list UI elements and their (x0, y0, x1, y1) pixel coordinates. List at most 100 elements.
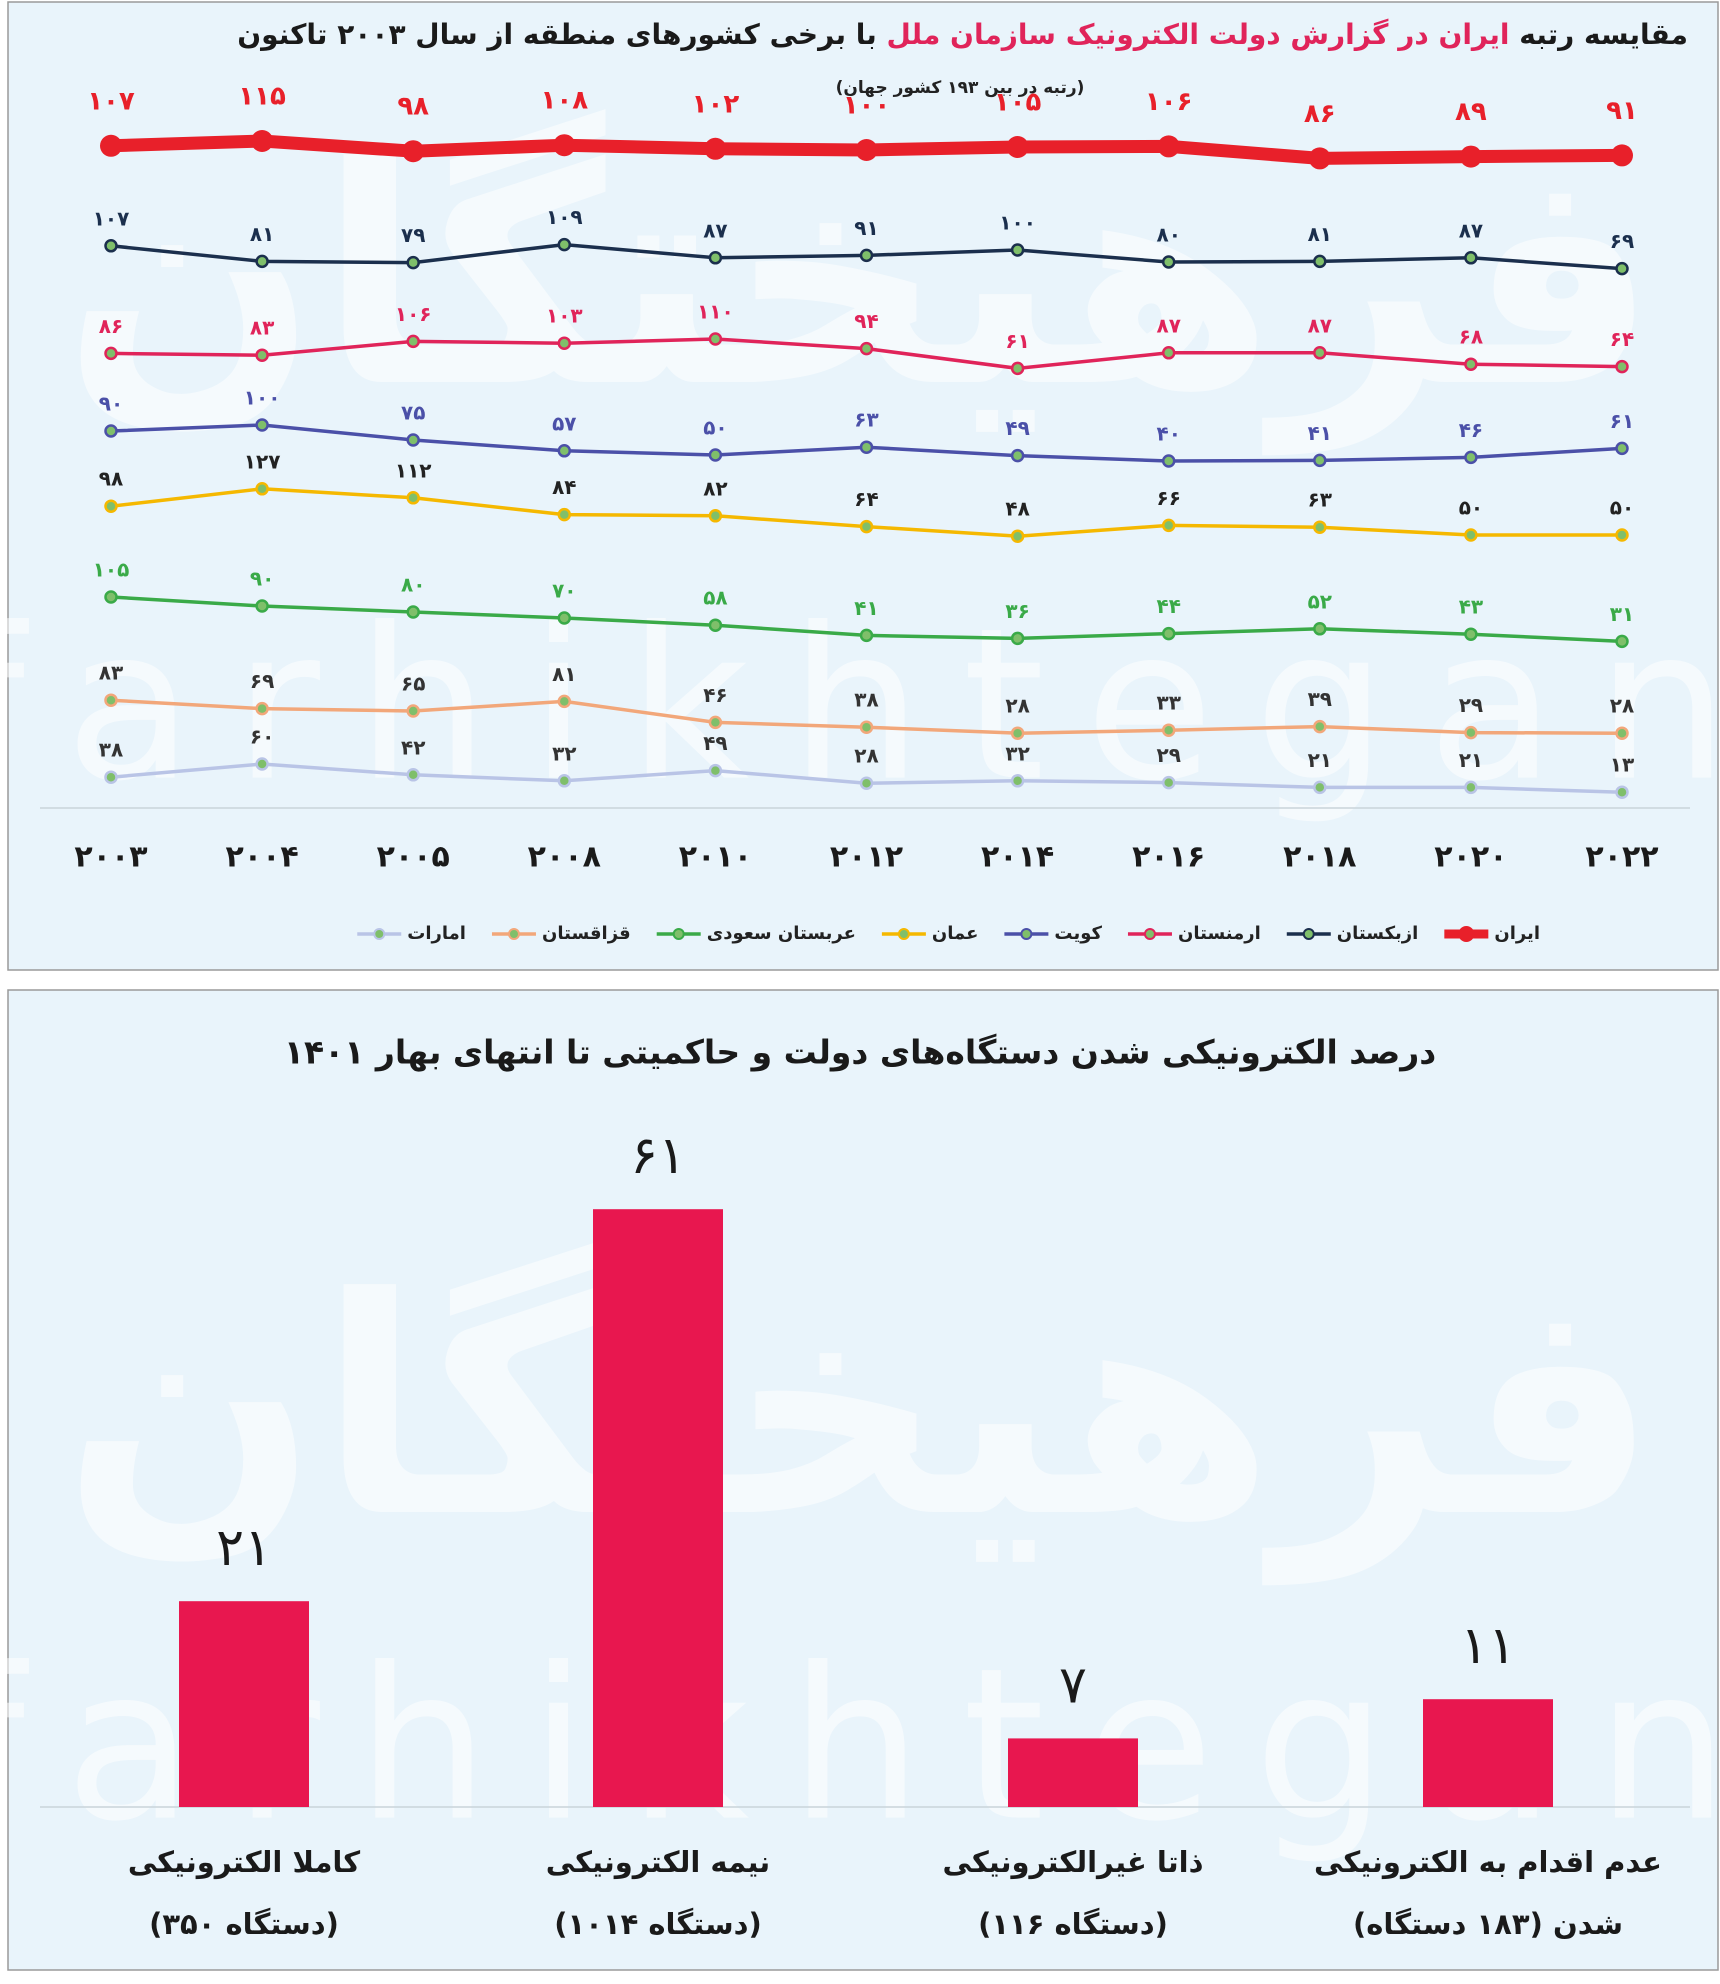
point (1010, 631, 1025, 646)
data-label: ۹۰ (99, 392, 123, 416)
data-label: ۵۲ (1308, 589, 1332, 613)
legend-label: امارات (407, 923, 466, 944)
point (859, 248, 874, 263)
point (1313, 346, 1327, 360)
point (859, 519, 874, 534)
data-label: ۸۹ (1455, 97, 1487, 127)
data-label: ۴۲ (401, 735, 425, 759)
point (1615, 359, 1629, 374)
point (1464, 357, 1478, 371)
point (406, 704, 420, 718)
data-label: ۳۸ (854, 688, 878, 712)
point (1464, 780, 1478, 795)
point (1615, 441, 1629, 456)
data-label: ۸۲ (703, 476, 727, 500)
bar (179, 1601, 309, 1807)
x-tick-label: (۳۵۰ دستگاه) (149, 1907, 339, 1941)
point (1615, 528, 1629, 542)
data-label: ۷ (1059, 1655, 1087, 1715)
data-label: ۸۳ (99, 661, 123, 685)
data-label: ۱۰۵ (93, 558, 130, 582)
data-label: ۱۰۳ (546, 304, 583, 328)
data-label: ۴۴ (1156, 594, 1180, 618)
legend-label: ازبکستان (1337, 923, 1419, 944)
data-label: ۱۱ (1460, 1616, 1516, 1676)
data-label: ۸۷ (1156, 313, 1180, 337)
x-tick-label: ۲۰۱۶ (1132, 840, 1205, 875)
data-label: ۸۴ (552, 475, 576, 499)
data-label: ۲۱ (216, 1518, 272, 1578)
legend-label: ایران (1494, 923, 1540, 944)
data-label: ۶۰ (250, 725, 274, 749)
data-label: ۲۸ (1005, 694, 1029, 718)
data-label: ۱۰۰ (999, 211, 1036, 235)
point (708, 509, 723, 523)
point (104, 693, 118, 707)
point (402, 140, 425, 163)
legend-label: کویت (1054, 923, 1102, 944)
data-label: ۹۸ (99, 467, 123, 491)
legend-label: ارمنستان (1178, 923, 1261, 944)
series: ۸۶ ۸۳ ۱۰۶ ۱۰۳ ۱۱۰ ۹۴ ۶۱ ۸۷ ۸۷ ۶۸ ۶۴ (99, 300, 1634, 376)
legend-label: قزاقستان (542, 923, 631, 944)
chart-subtitle: (رتبه در بین ۱۹۳ کشور جهان) (836, 78, 1085, 98)
point (1010, 726, 1025, 740)
point (859, 341, 874, 356)
point (557, 774, 572, 788)
legend-marker (373, 928, 386, 940)
point (1313, 520, 1327, 534)
point (859, 440, 874, 454)
x-tick-label: ذاتا غیرالکترونیکی (943, 1845, 1204, 1879)
data-label: ۱۰۷ (87, 86, 135, 116)
data-label: ۱۰۶ (1145, 87, 1193, 117)
x-tick-label: کاملا الکترونیکی (128, 1845, 360, 1879)
data-label: ۶۳ (1308, 488, 1332, 512)
data-label: ۹۰ (250, 567, 274, 591)
bar (1008, 1738, 1138, 1807)
data-label: ۶۶ (1156, 486, 1180, 510)
data-label: ۵۰ (703, 416, 727, 440)
data-label: ۳۳ (1156, 691, 1180, 715)
bar (593, 1209, 723, 1807)
point (1161, 518, 1176, 533)
point (255, 348, 269, 362)
x-tick-label: ۲۰۲۲ (1585, 840, 1658, 875)
x-tick-label: ۲۰۰۸ (528, 840, 601, 875)
point (1161, 255, 1176, 269)
x-tick-label: (۱۰۱۴ دستگاه) (554, 1907, 762, 1941)
point (1615, 785, 1629, 799)
data-label: ۶۱ (1005, 329, 1029, 353)
data-label: ۳۸ (99, 738, 123, 762)
data-label: ۵۰ (1610, 496, 1634, 520)
data-label: ۳۹ (1308, 687, 1332, 711)
title-part: مقایسه رتبه (1519, 18, 1688, 51)
point (104, 424, 118, 438)
point (553, 134, 576, 157)
x-tick-label: نیمه الکترونیکی (546, 1845, 770, 1879)
data-label: ۳۱ (1610, 602, 1634, 626)
data-label: ۱۳ (1610, 753, 1634, 777)
data-label: ۶۳ (854, 408, 878, 432)
x-tick-label: ۲۰۰۵ (377, 840, 450, 875)
series: ۹۸ ۱۲۷ ۱۱۲ ۸۴ ۸۲ ۶۴ ۴۸ ۶۶ ۶۳ ۵۰ ۵۰ (99, 449, 1634, 543)
legend-marker (1143, 928, 1156, 940)
point (557, 694, 572, 709)
point (406, 255, 420, 270)
data-label: ۸۷ (703, 218, 727, 242)
point (1161, 626, 1176, 641)
point (859, 720, 874, 734)
point (1464, 251, 1478, 265)
point (1615, 726, 1629, 740)
point (1464, 450, 1478, 465)
chart-title: درصد الکترونیکی شدن دستگاه‌های دولت و حا… (284, 1033, 1436, 1073)
data-label: ۶۸ (1459, 325, 1483, 349)
point (1313, 254, 1327, 269)
point (708, 332, 723, 346)
point (1313, 622, 1327, 636)
data-label: ۴۳ (1459, 595, 1483, 619)
point (406, 605, 420, 619)
legend-label: عربستان سعودی (707, 923, 856, 944)
data-label: ۶۴ (854, 487, 878, 511)
data-label: ۱۰۵ (994, 88, 1042, 118)
point (104, 499, 118, 513)
